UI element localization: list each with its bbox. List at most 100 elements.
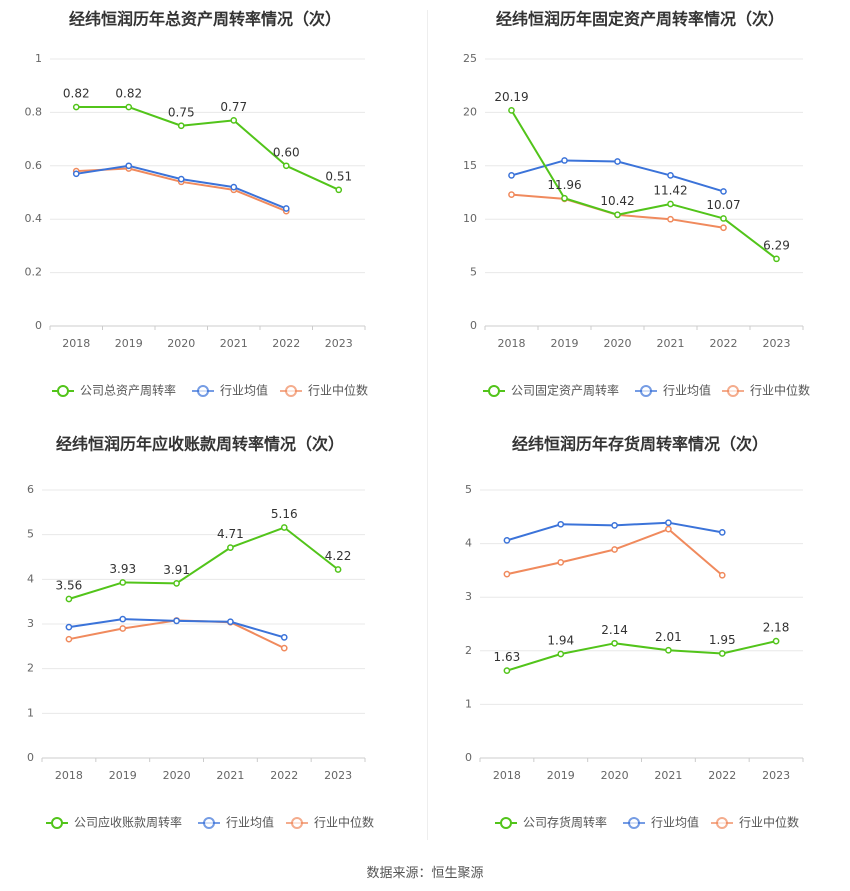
data-point[interactable] bbox=[334, 566, 342, 573]
legend-circle-icon bbox=[57, 385, 69, 397]
x-tick-label: 2021 bbox=[220, 337, 248, 350]
x-tick-label: 2023 bbox=[762, 769, 790, 782]
series-line bbox=[506, 640, 777, 672]
legend-label: 公司固定资产周转率 bbox=[511, 383, 619, 398]
data-point[interactable] bbox=[667, 200, 674, 208]
legend-item[interactable]: 行业均值 bbox=[198, 815, 274, 830]
legend-item[interactable]: 公司固定资产周转率 bbox=[483, 383, 619, 398]
legend-label: 公司应收账款周转率 bbox=[74, 815, 182, 830]
data-point[interactable] bbox=[611, 639, 618, 647]
data-point[interactable] bbox=[177, 175, 185, 183]
data-point[interactable] bbox=[773, 255, 780, 263]
data-point[interactable] bbox=[665, 525, 672, 533]
data-point[interactable] bbox=[720, 224, 727, 232]
inventory-turnover-chart: 经纬恒润历年存货周转率情况（次） 0 1 2 3 4 5 2018 2019 2020 2021 20… bbox=[425, 432, 850, 847]
data-point[interactable] bbox=[230, 183, 238, 191]
data-point[interactable] bbox=[227, 544, 234, 551]
legend-item[interactable]: 公司存货周转率 bbox=[495, 815, 607, 830]
data-label: 1.63 bbox=[494, 650, 521, 664]
data-label: 0.82 bbox=[115, 87, 142, 101]
chart-title: 经纬恒润历年固定资产周转率情况（次） bbox=[496, 10, 784, 29]
data-point[interactable] bbox=[173, 580, 180, 587]
y-tick-label: 0 bbox=[470, 319, 477, 332]
legend-item[interactable]: 行业中位数 bbox=[280, 383, 368, 398]
data-point[interactable] bbox=[65, 595, 73, 603]
x-tick-label: 2020 bbox=[604, 337, 632, 350]
y-tick-label: 25 bbox=[463, 52, 477, 65]
data-point[interactable] bbox=[227, 618, 234, 626]
data-point[interactable] bbox=[125, 162, 133, 170]
data-point[interactable] bbox=[665, 519, 672, 527]
legend-label: 行业均值 bbox=[651, 815, 699, 830]
y-tick-label: 0.8 bbox=[25, 105, 43, 118]
data-point[interactable] bbox=[561, 157, 568, 164]
data-point[interactable] bbox=[125, 103, 133, 111]
data-point[interactable] bbox=[280, 634, 288, 641]
data-point[interactable] bbox=[614, 158, 621, 165]
data-point[interactable] bbox=[718, 528, 726, 536]
x-tick-label: 2022 bbox=[708, 769, 736, 782]
data-point[interactable] bbox=[614, 211, 621, 219]
data-point[interactable] bbox=[72, 170, 80, 178]
data-point[interactable] bbox=[718, 571, 726, 579]
legend-item[interactable]: 行业中位数 bbox=[722, 383, 810, 398]
legend-label: 行业均值 bbox=[226, 815, 274, 830]
series-line bbox=[76, 106, 340, 191]
data-point[interactable] bbox=[611, 522, 618, 529]
data-point[interactable] bbox=[503, 667, 511, 674]
fixed-asset-turnover-chart: 经纬恒润历年固定资产周转率情况（次） 0 5 10 15 20 25 2018 2019 2020… bbox=[425, 0, 850, 410]
data-point[interactable] bbox=[508, 172, 515, 179]
data-point[interactable] bbox=[667, 215, 674, 223]
chart-title: 经纬恒润历年总资产周转率情况（次） bbox=[69, 10, 341, 29]
y-tick-label: 3 bbox=[27, 617, 34, 630]
data-point[interactable] bbox=[65, 635, 73, 643]
data-point[interactable] bbox=[503, 570, 511, 578]
data-point[interactable] bbox=[119, 615, 127, 623]
data-point[interactable] bbox=[173, 617, 180, 625]
data-point[interactable] bbox=[65, 623, 73, 631]
data-point[interactable] bbox=[665, 646, 672, 654]
data-point[interactable] bbox=[335, 186, 343, 194]
data-point[interactable] bbox=[772, 637, 780, 645]
data-point[interactable] bbox=[557, 520, 565, 528]
data-point[interactable] bbox=[280, 524, 288, 531]
data-point[interactable] bbox=[508, 191, 515, 198]
legend-item[interactable]: 行业均值 bbox=[192, 383, 268, 398]
legend-item[interactable]: 行业均值 bbox=[635, 383, 711, 398]
y-tick-label: 0 bbox=[27, 751, 34, 764]
legend-label: 行业中位数 bbox=[739, 815, 799, 830]
y-tick-label: 2 bbox=[465, 644, 472, 657]
data-point[interactable] bbox=[611, 546, 618, 553]
data-point[interactable] bbox=[72, 103, 80, 111]
data-point[interactable] bbox=[230, 117, 238, 124]
data-point[interactable] bbox=[720, 215, 727, 222]
x-tick-label: 2018 bbox=[493, 769, 521, 782]
data-point[interactable] bbox=[561, 194, 568, 202]
data-point[interactable] bbox=[282, 162, 290, 170]
data-point[interactable] bbox=[667, 172, 674, 179]
data-point[interactable] bbox=[119, 579, 127, 586]
chart-svg: 经纬恒润历年固定资产周转率情况（次） 0 5 10 15 20 25 2018 2019 2020… bbox=[463, 10, 810, 398]
data-point[interactable] bbox=[557, 650, 565, 658]
legend-item[interactable]: 行业均值 bbox=[623, 815, 699, 830]
receivables-turnover-chart: 经纬恒润历年应收账款周转率情况（次） 0 1 2 3 4 5 6 2018 2019 2020 202… bbox=[0, 432, 425, 847]
data-point[interactable] bbox=[557, 559, 565, 566]
data-point[interactable] bbox=[720, 188, 727, 195]
legend-item[interactable]: 行业中位数 bbox=[286, 815, 374, 830]
total-asset-turnover-chart: 经纬恒润历年总资产周转率情况（次） 0 0.2 0.4 0.6 0.8 1 2018 2019 2… bbox=[0, 0, 425, 410]
data-point[interactable] bbox=[508, 107, 515, 114]
data-point[interactable] bbox=[177, 122, 185, 130]
data-point[interactable] bbox=[280, 644, 288, 652]
data-point[interactable] bbox=[119, 625, 127, 632]
x-tick-label: 2023 bbox=[324, 769, 352, 782]
y-tick-label: 2 bbox=[27, 662, 34, 675]
legend-item[interactable]: 行业中位数 bbox=[711, 815, 799, 830]
data-point[interactable] bbox=[718, 650, 726, 657]
legend-item[interactable]: 公司应收账款周转率 bbox=[46, 815, 182, 830]
data-point[interactable] bbox=[282, 205, 290, 212]
y-tick-label: 3 bbox=[465, 590, 472, 603]
legend-item[interactable]: 公司总资产周转率 bbox=[52, 383, 176, 398]
chart-title: 经纬恒润历年应收账款周转率情况（次） bbox=[56, 435, 344, 454]
series-line bbox=[68, 619, 285, 650]
data-point[interactable] bbox=[503, 537, 511, 544]
